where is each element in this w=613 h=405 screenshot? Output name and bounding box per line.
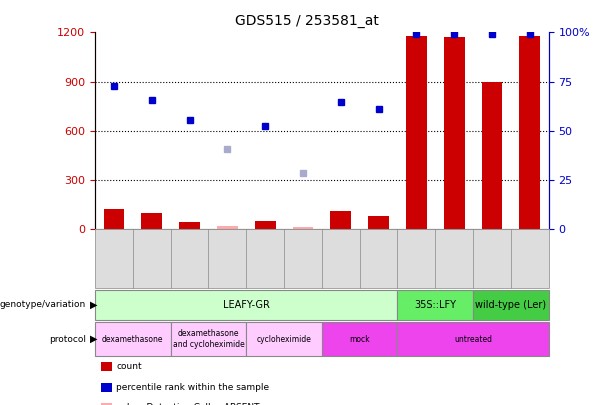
Text: untreated: untreated	[454, 335, 492, 344]
Bar	[104, 209, 124, 229]
Bar	[519, 36, 540, 229]
Bar	[482, 81, 502, 229]
Text: ▶: ▶	[90, 300, 97, 310]
Text: mock: mock	[349, 335, 370, 344]
Text: value, Detection Call = ABSENT: value, Detection Call = ABSENT	[116, 403, 260, 405]
Bar	[368, 216, 389, 229]
Text: ▶: ▶	[90, 334, 97, 344]
Bar	[179, 222, 200, 229]
Text: dexamethasone
and cycloheximide: dexamethasone and cycloheximide	[172, 330, 245, 349]
Text: genotype/variation: genotype/variation	[0, 300, 86, 309]
Text: percentile rank within the sample: percentile rank within the sample	[116, 383, 270, 392]
Bar	[255, 222, 275, 229]
Bar	[444, 37, 465, 229]
Text: protocol: protocol	[49, 335, 86, 344]
Bar	[330, 211, 351, 229]
Text: LEAFY-GR: LEAFY-GR	[223, 300, 270, 310]
Bar	[142, 213, 162, 229]
Bar	[292, 227, 313, 229]
Bar	[217, 226, 238, 229]
Text: count: count	[116, 362, 142, 371]
Bar	[406, 36, 427, 229]
Text: dexamethasone: dexamethasone	[102, 335, 164, 344]
Text: cycloheximide: cycloheximide	[257, 335, 311, 344]
Text: 35S::LFY: 35S::LFY	[414, 300, 456, 310]
Text: wild-type (Ler): wild-type (Ler)	[475, 300, 546, 310]
Text: GDS515 / 253581_at: GDS515 / 253581_at	[235, 14, 378, 28]
